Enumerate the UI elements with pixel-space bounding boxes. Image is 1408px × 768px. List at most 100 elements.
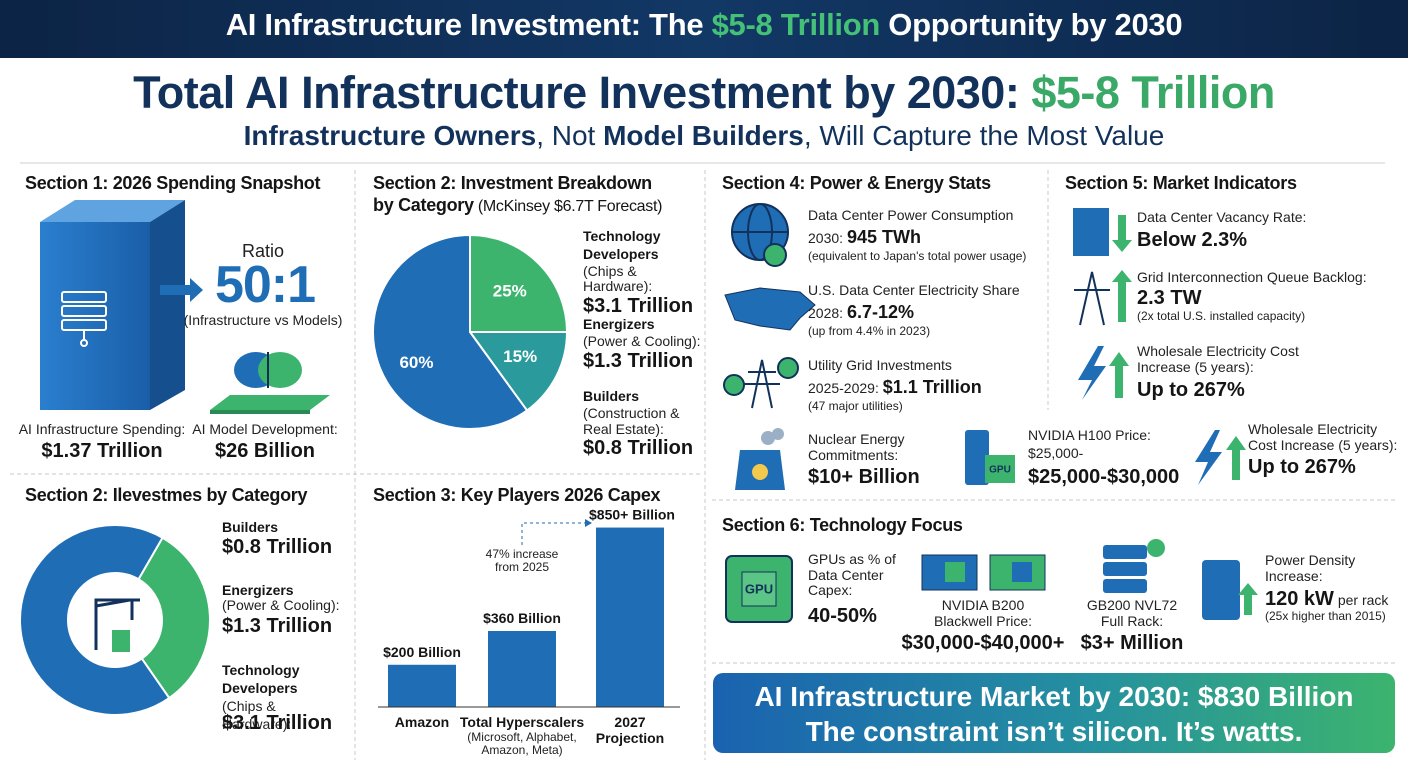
slice-label: 15% [503,347,537,366]
text-block: $1.37 Trillion [41,440,163,462]
text-block: $25,000- [1028,445,1084,461]
text-part: Model Builders [603,120,804,151]
chip-icon [725,555,793,623]
text-block: Power Density Increase: [1265,552,1356,584]
text-block: Section 2: Investment Breakdown [373,173,652,193]
text-block: NVIDIA H100 Price: [1028,427,1151,443]
globe-icon [731,203,789,267]
icon-label: GPU [745,581,773,596]
text-block: 40-50% [808,605,877,627]
text-block: $3+ Million [1080,632,1184,654]
text-part: Builders [222,519,279,535]
text-part: Total AI Infrastructure Investment by 20… [133,67,1032,118]
text-block: (Power & Cooling): [583,332,701,349]
x-tick-label: Amazon [395,714,449,730]
text-block: Builders (Construction & Real Estate): $0.… [583,388,701,460]
text-block: Section 5: Market Indicators [1065,173,1297,193]
text-part: Energizers [583,316,655,332]
text-block: Builders [222,519,352,537]
text-part: AI Infrastructure Investment: The [225,7,712,42]
text-part: by Category [373,195,474,215]
text-block: AI Model Development: [192,421,338,437]
text-block: 2.3 TW [1137,287,1202,309]
text-part: Infrastructure Owners [243,120,537,151]
text-part: , Not [536,120,604,151]
annotation-arrow [521,522,585,545]
text-block: Below 2.3% [1137,229,1248,251]
text-part: 6.7-12% [846,302,914,322]
text-part: Builders [583,388,640,404]
text-part: , Will Capture the Most Value [803,120,1165,151]
slice [468,331,569,412]
text-block: U.S. Data Center Electricity Share [808,282,1020,298]
bar-label: $200 Billion [383,644,461,660]
text-block: Section 2: Ilevestmes by Category [25,485,308,505]
text-block: Up to 267% [1137,379,1245,401]
text-block: $25,000-$30,000 [1028,466,1180,488]
text-part: Technology Developers [222,662,300,696]
slice [19,524,171,716]
text-part: $5-8 Trillion [711,7,881,42]
charts: 25% 15% 60% $200 Billion $360 Billion $850+ B… [19,233,680,746]
text-block: (Infrastructure vs Models) [183,312,343,328]
text-block: Utility Grid Investments [808,357,952,373]
text-block: $26 Billion [214,440,316,462]
text-part: $5-8 Trillion [1031,67,1275,118]
text-part: 2030: [808,230,847,246]
text-block: Wholesale Electricity Cost Increase (5 y… [1248,421,1398,453]
building-icon [1073,208,1132,326]
slice [469,233,569,333]
text-block: $10+ Billion [808,466,920,488]
text-block: Data Center Power Consumption [808,207,1014,223]
text-block: Grid Interconnection Queue Backlog: [1137,269,1367,285]
text-part: per rack [1333,592,1389,608]
nuclear-icon [735,428,785,490]
annotation-arrow [585,519,592,527]
text-block: GB200 NVL72 Full Rack: [1086,597,1178,629]
brain-icon [210,352,330,414]
text-part: Energizers [222,582,294,598]
slice [372,233,529,430]
text-block: 50:1 [214,256,316,314]
crane-icon [94,598,140,650]
text-part: (Chips & Hardware): [222,697,292,732]
text-block: 2028: 6.7-12% [808,302,914,323]
text-part: (McKinsey $6.7T Forecast) [473,198,663,215]
text-block: Technology Developers (Chips & Hardware):… [583,228,701,318]
text-block: $1.3 Trillion [222,615,333,637]
text-block: (47 major utilities) [808,399,903,413]
server-icon [40,200,203,410]
text-block: The constraint isn’t silicon. It’s watts… [805,716,1303,747]
text-block: Ratio [241,241,285,261]
text-block: 47% increase from 2025 [485,547,559,575]
text-part: 2025-2029: [808,380,883,396]
us-map-icon [724,287,816,331]
text-block: $30,000-$40,000+ [901,632,1065,654]
x-tick-label: Total Hyperscalers [460,714,584,730]
rack-icon [1103,539,1258,620]
header-bar [0,0,1408,58]
text-block: (2x total U.S. installed capacity) [1137,309,1306,323]
crane-icon [112,630,130,652]
bar [488,631,556,707]
text-part: 2028: [808,305,847,321]
text-block: $0.8 Trillion [583,437,694,460]
text-part: Technology Developers [583,228,661,262]
text-block: Section 3: Key Players 2026 Capex [373,485,661,505]
text-block: by Category (McKinsey $6.7T Forecast) [373,195,662,216]
text-block: 2030: 945 TWh [808,227,921,248]
text-block: $1.3 Trillion [583,349,694,372]
text-block: Total AI Infrastructure Investment by 20… [0,67,1408,118]
text-block: Energizers [222,582,352,600]
text-block: Technology Developers (Chips & Hardware)… [222,662,340,734]
banner-box [713,673,1395,753]
text-block: (Power & Cooling): [222,597,340,613]
text-part: 120 kW [1265,588,1334,610]
bar [596,527,664,707]
text-block: Nuclear Energy Commitments: [808,431,905,463]
text-block: (equivalent to Japan's total power usage… [808,249,1027,263]
slice-label: 25% [493,282,527,301]
text-block: Wholesale Electricity Cost Increase (5 y… [1137,343,1299,375]
